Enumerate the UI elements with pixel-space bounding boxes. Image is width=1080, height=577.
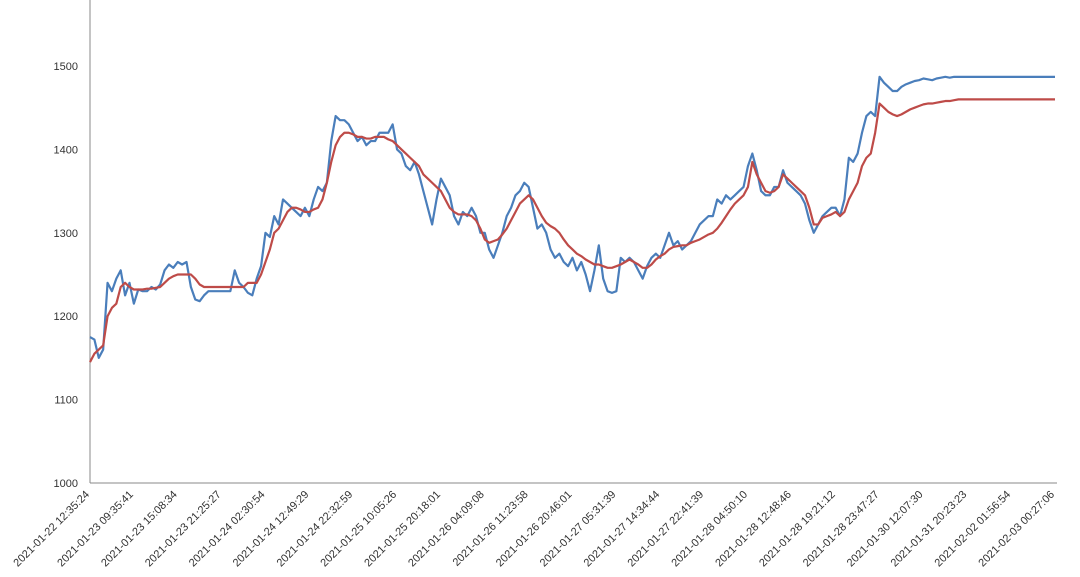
y-tick-label: 1200 — [54, 311, 78, 323]
y-tick-label: 1000 — [54, 478, 78, 490]
x-tick-label: 2021-01-23 21:25:27 — [143, 489, 224, 570]
x-tick-label: 2021-01-23 09:35:41 — [55, 489, 136, 570]
line-series — [89, 98, 1055, 363]
x-tick-label: 2021-01-22 12:35:24 — [11, 489, 92, 570]
x-tick-label: 2021-01-23 15:08:34 — [99, 489, 180, 570]
x-tick-label: 2021-01-28 19:21:12 — [757, 489, 838, 570]
x-tick-label: 2021-01-30 12:07:30 — [845, 489, 926, 570]
x-tick-label: 2021-01-24 02:30:54 — [187, 489, 268, 570]
x-tick-label: 2021-01-26 04:09:08 — [406, 489, 487, 570]
x-tick-label: 2021-01-27 14:34:44 — [582, 489, 663, 570]
x-tick-label: 2021-01-27 05:31:39 — [538, 489, 619, 570]
x-tick-label: 2021-01-26 20:46:01 — [494, 489, 575, 570]
x-tick-label: 2021-01-28 12:48:46 — [713, 489, 794, 570]
x-tick-label: 2021-01-24 22:32:59 — [275, 489, 356, 570]
y-tick-label: 1100 — [54, 395, 78, 407]
line-series — [89, 75, 1055, 359]
y-tick-label: 1500 — [54, 61, 78, 73]
y-tick-label: 1300 — [54, 228, 78, 240]
x-tick-label: 2021-01-28 23:47:27 — [801, 489, 882, 570]
x-tick-label: 2021-01-27 22:41:39 — [625, 489, 706, 570]
x-tick-label: 2021-01-25 20:18:01 — [362, 489, 443, 570]
y-tick-label: 1400 — [54, 144, 78, 156]
x-tick-label: 2021-02-03 00:27:06 — [976, 489, 1057, 570]
x-tick-label: 2021-01-28 04:50:10 — [669, 489, 750, 570]
x-tick-label: 2021-01-24 12:49:29 — [231, 489, 312, 570]
x-tick-label: 2021-01-25 10:05:26 — [318, 489, 399, 570]
x-tick-label: 2021-02-02 01:56:54 — [933, 489, 1014, 570]
x-tick-label: 2021-01-26 11:23:58 — [451, 489, 531, 569]
x-tick-label: 2021-01-31 20:23:23 — [889, 489, 970, 570]
